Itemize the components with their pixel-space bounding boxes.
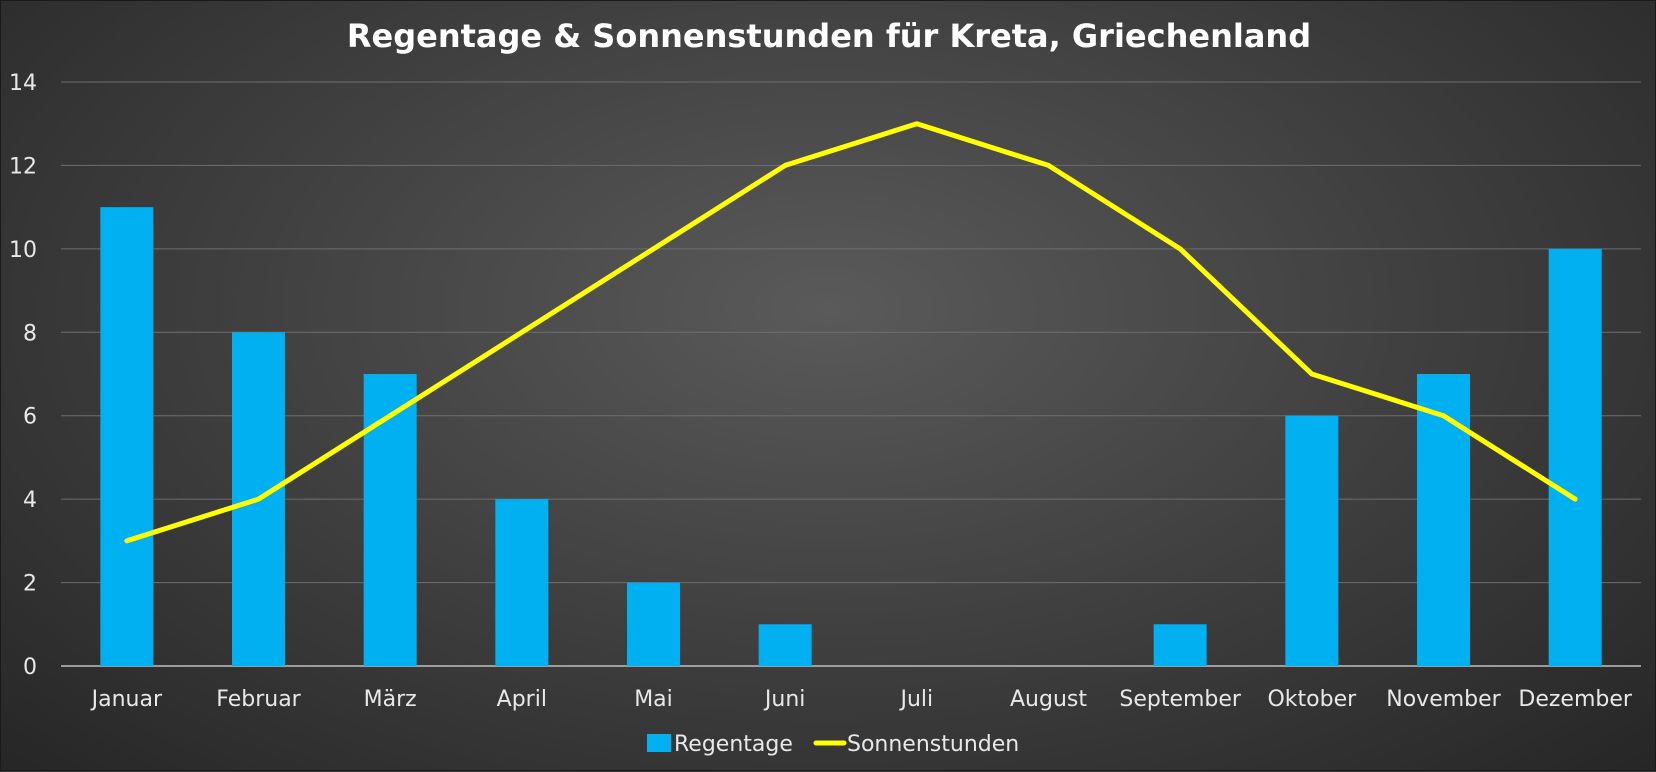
x-tick-label: Dezember <box>1518 687 1632 712</box>
y-tick-label: 12 <box>9 154 37 179</box>
x-tick-label: November <box>1386 687 1501 712</box>
x-tick-label: Mai <box>634 687 673 712</box>
y-tick-label: 0 <box>23 655 37 680</box>
bar-mai <box>627 582 680 666</box>
line-sonnenstunden <box>124 121 1578 544</box>
bar-dezember <box>1548 248 1602 666</box>
x-tick-label: Juli <box>899 687 934 712</box>
x-tick-label: September <box>1119 687 1242 712</box>
bar-januar <box>100 207 154 666</box>
x-tick-label: Juni <box>763 687 806 712</box>
x-tick-label: Oktober <box>1267 687 1357 712</box>
x-tick-label: Januar <box>90 687 163 712</box>
x-axis-ticks: Januar Februar März April Mai Juni Juli August S… <box>90 687 1633 712</box>
y-tick-label: 6 <box>23 405 37 430</box>
y-tick-label: 2 <box>23 572 37 597</box>
bar-märz <box>363 374 417 666</box>
legend-swatch-regentage <box>647 734 671 752</box>
y-tick-label: 10 <box>9 238 37 263</box>
y-tick-label: 14 <box>9 71 37 96</box>
x-tick-label: März <box>364 687 417 712</box>
legend: Regentage Sonnenstunden <box>647 732 1019 757</box>
bar-juni <box>758 624 812 666</box>
bar-november <box>1417 374 1470 666</box>
x-tick-label: August <box>1010 687 1087 712</box>
y-tick-label: 4 <box>23 488 37 513</box>
bar-september <box>1153 624 1207 666</box>
legend-label-sonnenstunden: Sonnenstunden <box>847 732 1019 757</box>
chart-title: Regentage & Sonnenstunden für Kreta, Gri… <box>347 17 1311 55</box>
gridlines <box>61 81 1641 667</box>
x-tick-label: Februar <box>216 687 301 712</box>
legend-label-regentage: Regentage <box>674 732 793 757</box>
y-tick-label: 8 <box>23 321 37 346</box>
line-series <box>124 121 1578 544</box>
bar-april <box>495 499 549 666</box>
y-axis-ticks: 0 2 4 6 8 10 12 14 <box>9 71 37 680</box>
bar-series <box>100 207 1602 666</box>
x-tick-label: April <box>497 687 547 712</box>
bar-oktober <box>1285 415 1339 666</box>
